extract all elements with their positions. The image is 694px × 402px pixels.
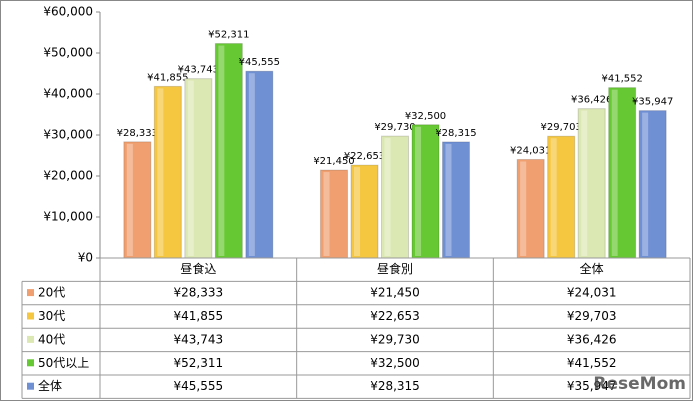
legend-label: 全体 (38, 378, 62, 393)
value-label: ¥45,555 (239, 57, 280, 68)
x-tick-label: 全体 (580, 261, 604, 276)
legend-label: 40代 (38, 332, 65, 346)
bar-highlight (550, 138, 557, 256)
bar-highlight (384, 138, 391, 256)
legend-swatch (27, 335, 34, 343)
table-cell: ¥28,315 (370, 379, 420, 393)
legend-swatch (27, 312, 34, 320)
value-label: ¥43,743 (178, 65, 219, 76)
table-cell: ¥35,947 (567, 379, 617, 393)
bar-highlight (415, 126, 421, 256)
legend-swatch (27, 382, 34, 390)
value-label: ¥21,450 (313, 156, 354, 167)
bar-highlight (187, 80, 194, 256)
bar-highlight (157, 88, 164, 256)
bar (320, 169, 348, 259)
y-tick-label: ¥50,000 (43, 46, 93, 60)
value-label: ¥32,500 (405, 111, 446, 122)
y-tick-label: ¥20,000 (43, 169, 93, 183)
value-label: ¥35,947 (632, 97, 673, 108)
value-label: ¥29,730 (374, 122, 415, 133)
value-label: ¥24,031 (510, 145, 551, 156)
bar-highlight (642, 112, 649, 256)
bar-highlight (354, 167, 360, 256)
legend-swatch (27, 359, 34, 367)
y-tick-label: ¥40,000 (43, 87, 93, 101)
value-label: ¥22,653 (344, 151, 385, 162)
bar-highlight (323, 172, 330, 256)
y-tick-label: ¥0 (78, 251, 93, 265)
bar-highlight (611, 89, 618, 256)
value-label: ¥41,552 (601, 74, 642, 85)
x-tick-label: 昼食込 (180, 261, 216, 276)
x-tick-label: 昼食別 (377, 261, 413, 276)
legend-label: 50代以上 (38, 356, 89, 370)
value-label: ¥36,426 (571, 95, 612, 106)
table-cell: ¥28,333 (174, 286, 224, 300)
watermark: ReseMom (593, 374, 686, 394)
y-tick-label: ¥60,000 (43, 5, 93, 19)
y-tick-label: ¥30,000 (43, 128, 93, 142)
table-cell: ¥32,500 (370, 356, 420, 370)
value-label: ¥28,333 (117, 128, 158, 139)
legend-swatch (27, 289, 34, 297)
bar (516, 158, 545, 259)
bar (638, 110, 667, 259)
bar-highlight (126, 143, 133, 256)
value-label: ¥41,855 (147, 72, 188, 83)
bar (184, 78, 213, 259)
bar (350, 164, 379, 259)
table-cell: ¥41,855 (174, 309, 224, 323)
table-cell: ¥22,653 (370, 309, 420, 323)
bar (381, 135, 409, 259)
bar (577, 108, 606, 259)
table-cell: ¥41,552 (567, 356, 617, 370)
bar (153, 85, 182, 259)
table-cell: ¥29,703 (567, 309, 617, 323)
y-tick-label: ¥10,000 (43, 210, 93, 224)
table-cell: ¥52,311 (174, 356, 224, 370)
bar (411, 124, 440, 259)
bar (608, 87, 637, 259)
bar-highlight (218, 45, 225, 256)
table-cell: ¥29,730 (370, 332, 420, 346)
bar-highlight (581, 110, 588, 256)
table-cell: ¥43,743 (174, 332, 224, 346)
table-cell: ¥45,555 (174, 379, 224, 393)
table-cell: ¥36,426 (567, 332, 617, 346)
bar-highlight (520, 161, 527, 256)
legend-label: 20代 (38, 286, 65, 300)
table-cell: ¥24,031 (567, 286, 617, 300)
bar (214, 43, 243, 259)
bar-highlight (445, 143, 452, 256)
legend-label: 30代 (38, 309, 65, 323)
value-label: ¥29,703 (540, 122, 581, 133)
bar-highlight (248, 73, 255, 256)
table-cell: ¥21,450 (370, 286, 420, 300)
bar (245, 70, 274, 259)
value-label: ¥28,315 (435, 128, 476, 139)
value-label: ¥52,311 (208, 30, 249, 41)
